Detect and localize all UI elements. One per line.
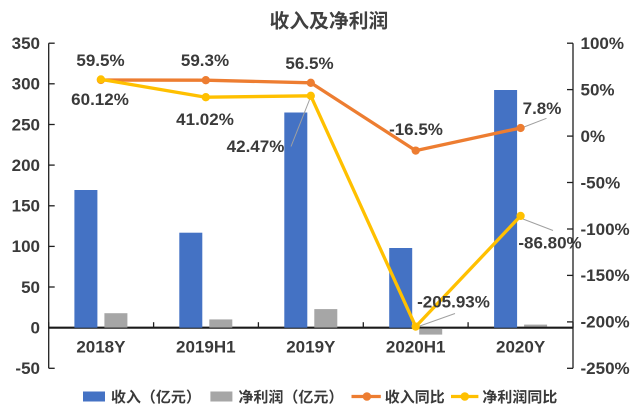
svg-text:350: 350 [12, 34, 40, 53]
svg-text:100: 100 [12, 237, 40, 256]
svg-text:300: 300 [12, 75, 40, 94]
svg-text:-86.80%: -86.80% [518, 234, 581, 253]
svg-text:-205.93%: -205.93% [417, 293, 490, 312]
svg-text:150: 150 [12, 197, 40, 216]
svg-text:2020H1: 2020H1 [386, 337, 446, 356]
svg-text:7.8%: 7.8% [523, 99, 562, 118]
svg-text:-100%: -100% [581, 220, 630, 239]
svg-text:-150%: -150% [581, 266, 630, 285]
svg-text:2020Y: 2020Y [496, 337, 546, 356]
svg-text:59.5%: 59.5% [76, 51, 124, 70]
svg-text:56.5%: 56.5% [285, 54, 333, 73]
svg-text:60.12%: 60.12% [71, 90, 129, 109]
svg-text:200: 200 [12, 156, 40, 175]
svg-text:2019H1: 2019H1 [176, 337, 236, 356]
svg-text:42.47%: 42.47% [227, 137, 285, 156]
svg-text:2019Y: 2019Y [286, 337, 336, 356]
svg-text:250: 250 [12, 115, 40, 134]
svg-text:59.3%: 59.3% [181, 51, 229, 70]
svg-text:0: 0 [31, 319, 40, 338]
svg-text:-16.5%: -16.5% [389, 120, 443, 139]
svg-text:100%: 100% [581, 34, 624, 53]
svg-text:41.02%: 41.02% [176, 110, 234, 129]
svg-text:-50%: -50% [581, 173, 621, 192]
svg-text:-50: -50 [15, 359, 40, 378]
svg-text:50: 50 [21, 278, 40, 297]
svg-text:50%: 50% [581, 80, 615, 99]
svg-text:0%: 0% [581, 127, 606, 146]
svg-text:2018Y: 2018Y [76, 337, 126, 356]
svg-text:-250%: -250% [581, 359, 630, 378]
svg-text:-200%: -200% [581, 313, 630, 332]
